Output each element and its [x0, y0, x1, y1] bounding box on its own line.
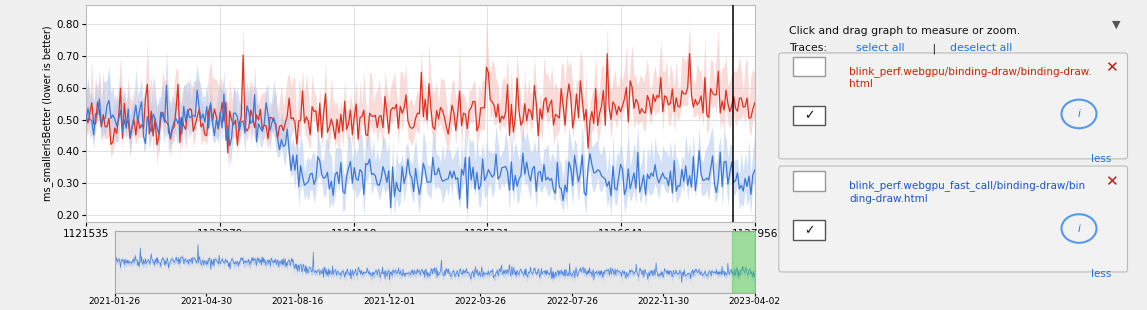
Text: blink_perf.webgpu_fast_call/binding-draw/bin: blink_perf.webgpu_fast_call/binding-draw…: [849, 180, 1085, 191]
Text: deselect all: deselect all: [950, 43, 1012, 53]
Text: ✓: ✓: [804, 109, 814, 122]
Text: i: i: [1077, 109, 1080, 119]
Text: ✕: ✕: [1106, 60, 1118, 75]
Text: less: less: [1092, 154, 1111, 164]
Text: less: less: [1092, 269, 1111, 279]
FancyBboxPatch shape: [779, 53, 1128, 159]
Text: blink_perf.webgpu/binding-draw/binding-draw.: blink_perf.webgpu/binding-draw/binding-d…: [849, 66, 1092, 77]
Text: Click and drag graph to measure or zoom.: Click and drag graph to measure or zoom.: [789, 25, 1020, 36]
Text: ▼: ▼: [1113, 20, 1121, 29]
Text: html: html: [849, 79, 873, 89]
FancyBboxPatch shape: [793, 57, 826, 76]
Text: |: |: [929, 43, 941, 54]
FancyBboxPatch shape: [793, 220, 826, 240]
Text: i: i: [1077, 224, 1080, 233]
Bar: [732, 231, 756, 293]
Text: Traces:: Traces:: [789, 43, 830, 53]
FancyBboxPatch shape: [779, 166, 1128, 272]
Text: select all: select all: [857, 43, 905, 53]
FancyBboxPatch shape: [793, 106, 826, 125]
Text: ding-draw.html: ding-draw.html: [849, 194, 928, 204]
Y-axis label: ms_smallerIsBetter (lower is better): ms_smallerIsBetter (lower is better): [42, 25, 53, 201]
Text: ✕: ✕: [1106, 174, 1118, 189]
FancyBboxPatch shape: [793, 171, 826, 191]
Text: ✓: ✓: [804, 224, 814, 237]
